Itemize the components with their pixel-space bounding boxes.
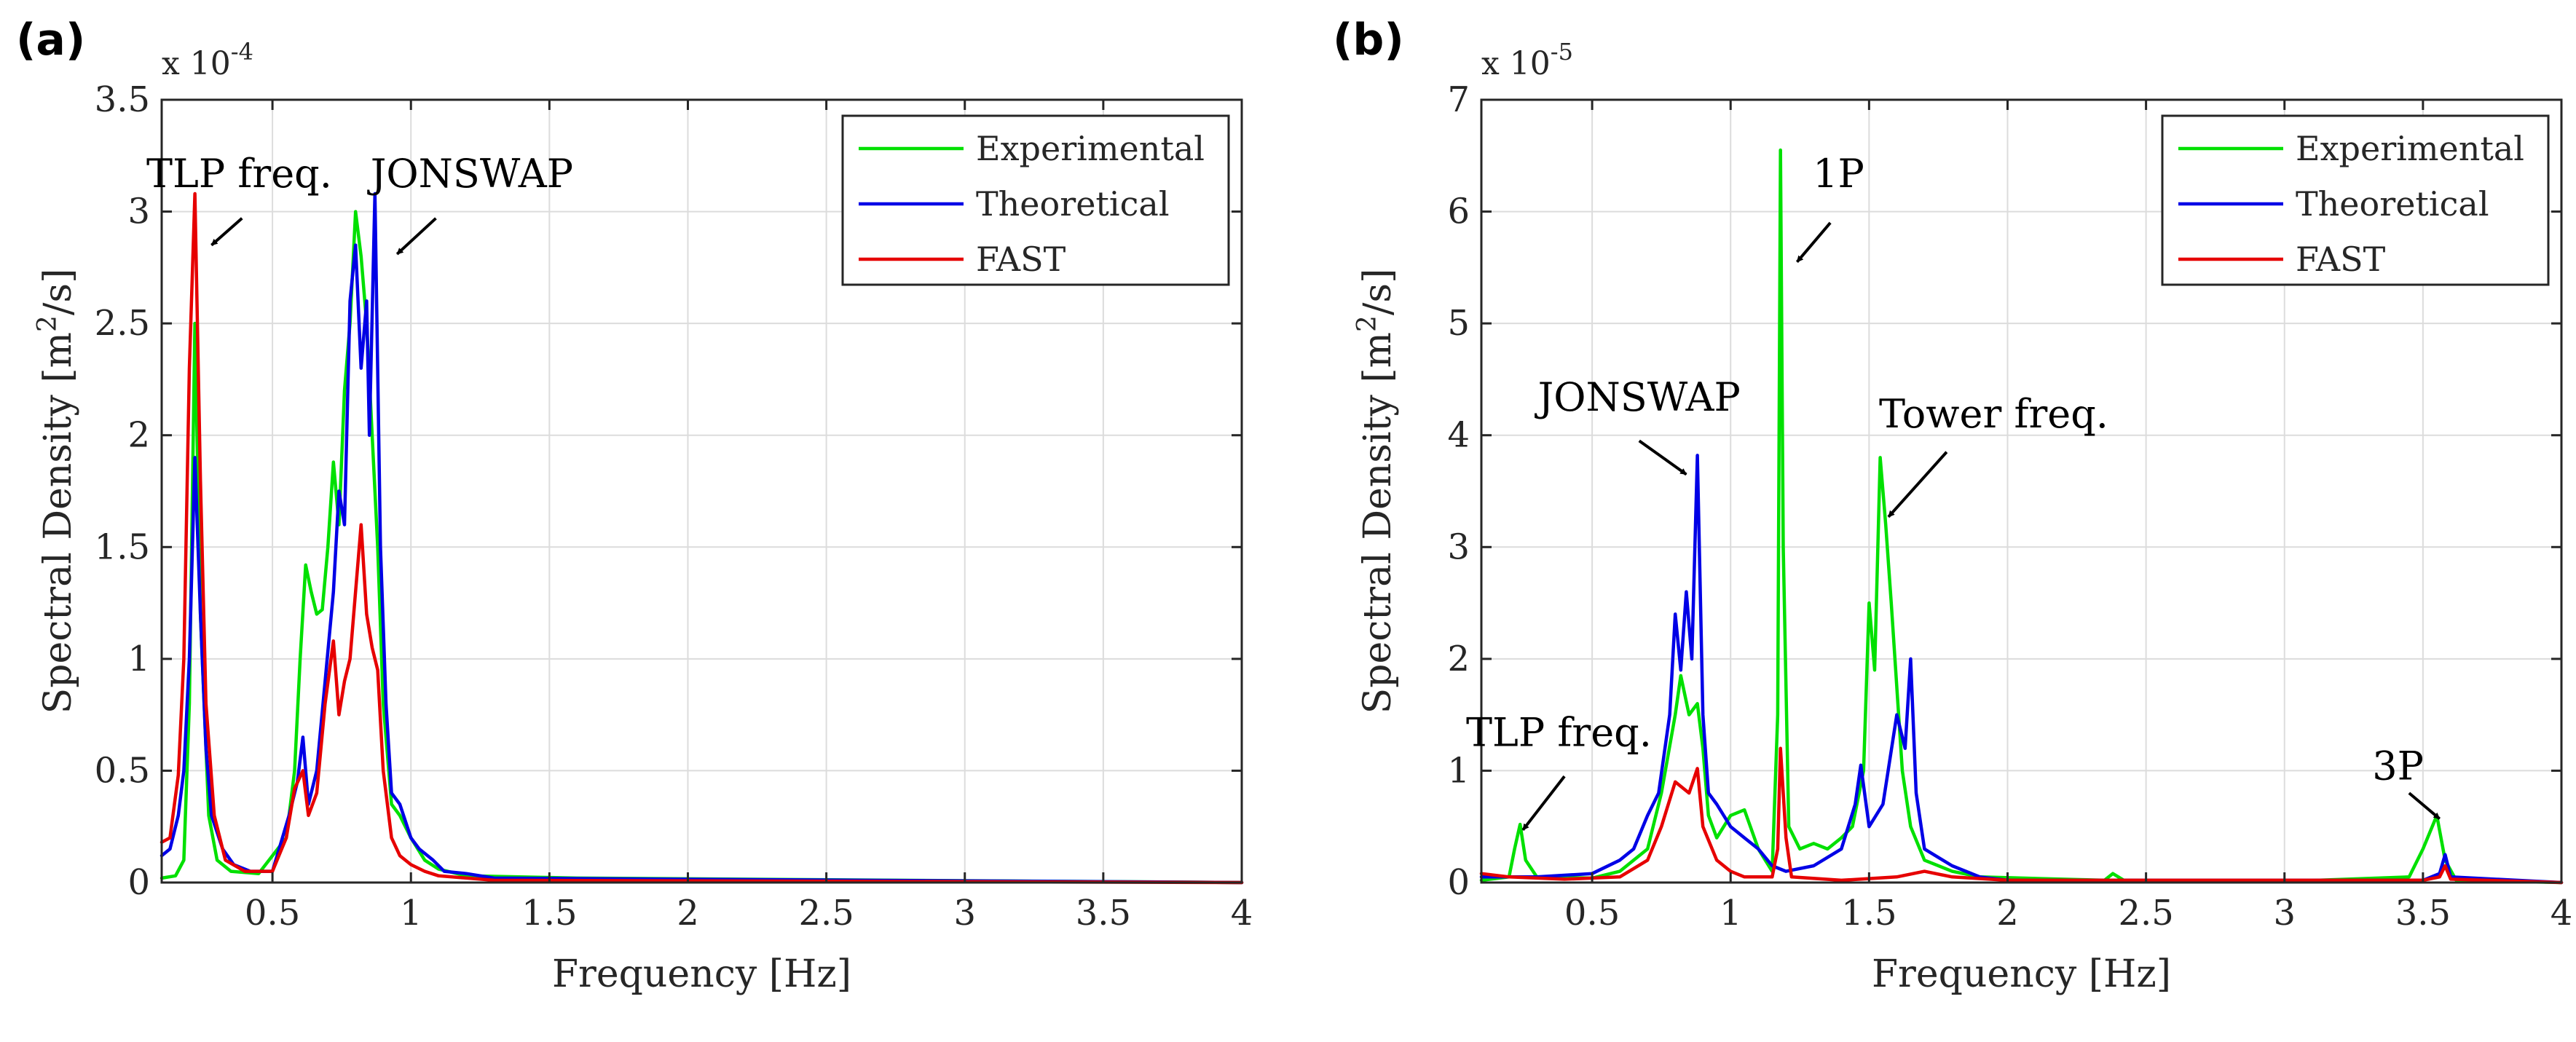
y-tick-label: 3.5 (95, 79, 150, 120)
x-tick-label: 3 (953, 893, 976, 934)
series-line-experimental (1479, 148, 2564, 885)
x-tick-label: 1.5 (521, 893, 577, 934)
annotation-arrow-tower-freq (1887, 451, 1948, 518)
axes-frame (160, 98, 1243, 884)
axis-exponent-label: x 10-5 (1481, 38, 1573, 82)
series-line-fast (1479, 746, 2564, 885)
legend-label-theoretical: Theoretical (976, 184, 1170, 224)
series-line-theoretical (1479, 454, 2564, 885)
y-tick-label: 0 (1447, 862, 1470, 903)
x-tick-label: 1.5 (1841, 893, 1896, 934)
y-tick-label: 1.5 (95, 526, 150, 567)
legend-label-fast: FAST (976, 240, 1066, 279)
legend: Experimental Theoretical FAST (2161, 114, 2550, 286)
y-tick-label: 1 (127, 639, 150, 679)
x-tick-label: 1 (400, 893, 422, 934)
x-tick-label: 2.5 (2118, 893, 2173, 934)
y-axis-label-text: /s] (1356, 269, 1400, 316)
legend-label-experimental: Experimental (976, 129, 1205, 168)
axis-exponent-label: x 10-4 (162, 38, 253, 82)
x-axis-label: Frequency [Hz] (1872, 952, 2171, 996)
y-tick-label: 2.5 (95, 303, 150, 344)
x-tick-label: 0.5 (1564, 893, 1620, 934)
chart-panel-b: 0.5 1 1.5 2 2.5 3 3.5 4 0 1 2 3 4 5 6 7 x 10-5 Frequency … (1352, 38, 2572, 996)
y-axis-label-superscript: 2 (33, 315, 63, 332)
legend-box (841, 114, 1230, 286)
annotation-arrow-3p (2408, 792, 2441, 820)
legend-box (2161, 114, 2550, 286)
y-axis-label-text: /s] (36, 269, 80, 316)
y-tick-label: 5 (1447, 303, 1470, 344)
y-tick-label: 3 (127, 192, 150, 232)
axes-frame (1480, 98, 2563, 884)
y-tick-label: 0.5 (95, 750, 150, 791)
y-axis-label-text: Spectral Density [m (1356, 332, 1400, 714)
y-axis-label-superscript: 2 (1352, 315, 1382, 332)
x-tick-label: 0.5 (245, 893, 300, 934)
y-tick-label: 7 (1447, 79, 1470, 120)
legend: Experimental Theoretical FAST (841, 114, 1230, 286)
panel-label-a: (a) (16, 15, 85, 66)
axis-exponent-power: -5 (1551, 38, 1573, 66)
x-tick-label: 2.5 (798, 893, 854, 934)
legend-label-theoretical: Theoretical (2296, 184, 2489, 224)
x-tick-label: 1 (1720, 893, 1742, 934)
panel-label-b: (b) (1333, 15, 1404, 66)
x-tick-label: 4 (2551, 893, 2573, 934)
series-line-fast (159, 192, 1244, 885)
annotation-tlp-freq: TLP freq. (1466, 710, 1652, 756)
annotation-arrow-1p (1795, 221, 1832, 263)
x-tick-label: 4 (1231, 893, 1253, 934)
series-line-theoretical (159, 192, 1244, 885)
annotation-jonswap: JONSWAP (367, 151, 573, 197)
y-tick-label: 2 (1447, 639, 1470, 679)
legend-label-fast: FAST (2296, 240, 2386, 279)
y-tick-label: 4 (1447, 415, 1470, 456)
x-tick-label: 3.5 (1076, 893, 1131, 934)
y-tick-label: 3 (1447, 526, 1470, 567)
axis-exponent-power: -4 (231, 38, 253, 66)
annotation-tlp-freq: TLP freq. (146, 151, 332, 197)
annotation-arrow-jonswap (1638, 439, 1687, 476)
annotation-arrow-tlp-freq (1521, 775, 1566, 832)
annotation-jonswap: JONSWAP (1535, 374, 1741, 420)
legend-label-experimental: Experimental (2296, 129, 2524, 168)
y-tick-label: 2 (127, 415, 150, 456)
x-tick-label: 3 (2273, 893, 2296, 934)
x-tick-label: 2 (1996, 893, 2019, 934)
y-axis-label-text: Spectral Density [m (36, 332, 80, 714)
y-tick-label: 1 (1447, 750, 1470, 791)
annotation-tower-freq: Tower freq. (1879, 391, 2108, 437)
x-axis-label: Frequency [Hz] (552, 952, 851, 996)
x-tick-label: 2 (677, 893, 699, 934)
annotation-3p: 3P (2372, 743, 2424, 789)
annotation-1p: 1P (1813, 151, 1864, 197)
annotation-arrow-jonswap (395, 217, 437, 256)
y-tick-label: 6 (1447, 192, 1470, 232)
annotation-arrow-tlp-freq (210, 217, 243, 247)
y-tick-label: 0 (127, 862, 150, 903)
y-axis-label: Spectral Density [m2/s] (33, 269, 80, 714)
chart-panel-a: 0.5 1 1.5 2 2.5 3 3.5 4 0 0.5 1 1.5 2 2.5 3 3.5 x 10-4 Fr… (33, 38, 1253, 996)
y-axis-label: Spectral Density [m2/s] (1352, 269, 1400, 714)
x-tick-label: 3.5 (2395, 893, 2451, 934)
